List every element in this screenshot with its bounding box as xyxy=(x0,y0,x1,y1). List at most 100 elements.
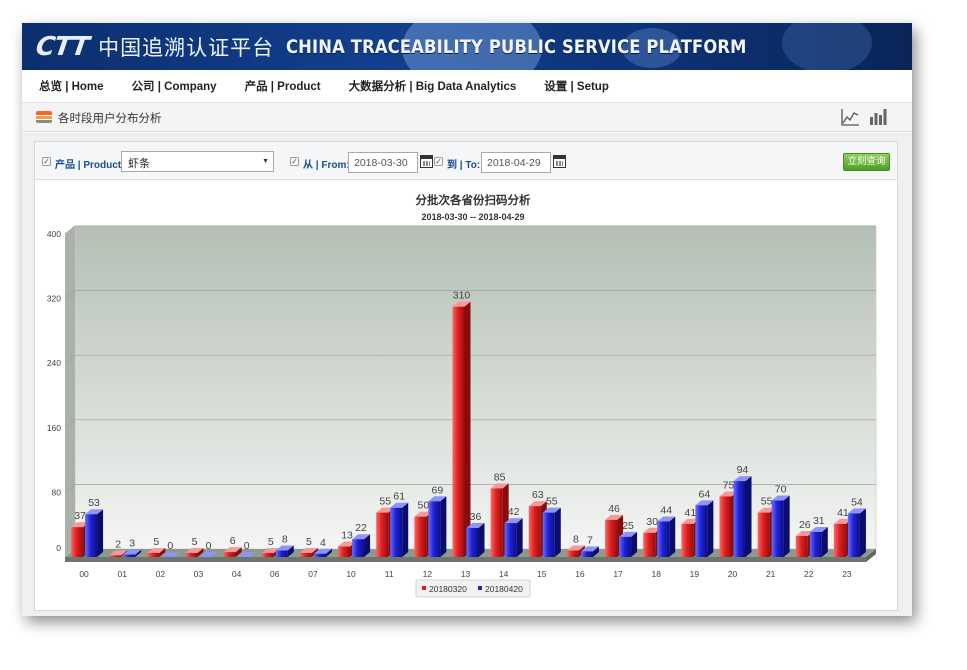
data-label: 50 xyxy=(418,500,430,512)
bar-chart-icon[interactable] xyxy=(868,107,888,127)
from-label: 从 | From: xyxy=(303,160,350,171)
scan-distribution-chart: 分批次各省份扫码分析 2018-03-30 -- 2018-04-29 0801… xyxy=(47,193,877,598)
data-label: 25 xyxy=(622,520,634,532)
x-tick-label: 22 xyxy=(804,569,814,579)
data-label: 8 xyxy=(282,534,288,546)
y-tick-label: 160 xyxy=(47,423,61,433)
grid-line xyxy=(64,225,876,235)
bar-top-20180420 xyxy=(85,509,104,515)
bar-20180420 xyxy=(275,550,288,557)
chevron-down-icon: ▼ xyxy=(262,158,269,165)
header-banner: CTT 中国追溯认证平台 CHINA TRACEABILITY PUBLIC S… xyxy=(22,23,912,70)
bar-side-20180420 xyxy=(859,508,866,557)
data-label: 26 xyxy=(799,519,811,531)
y-tick-label: 240 xyxy=(47,358,61,368)
bar-20180320 xyxy=(528,506,541,557)
x-tick-label: 14 xyxy=(499,569,509,579)
data-label: 64 xyxy=(699,488,711,500)
legend-label: 20180320 xyxy=(429,584,467,594)
line-chart-icon[interactable] xyxy=(840,107,860,127)
from-date-input[interactable]: 2018-03-30 xyxy=(348,152,418,173)
from-checkbox[interactable]: ✓ xyxy=(290,157,299,166)
x-tick-label: 04 xyxy=(232,569,242,579)
bar-side-20180420 xyxy=(821,526,828,557)
bar-top-20180420 xyxy=(619,531,638,537)
x-tick-label: 17 xyxy=(613,569,623,579)
bar-top-20180320 xyxy=(223,547,242,553)
bar-top-20180420 xyxy=(199,552,218,557)
bar-20180320 xyxy=(833,523,846,557)
page-header: 各时段用户分布分析 xyxy=(22,103,912,132)
bar-20180320 xyxy=(299,552,312,557)
to-label: 到 | To: xyxy=(447,160,481,171)
bar-top-20180420 xyxy=(313,548,332,554)
y-tick-label: 80 xyxy=(52,487,62,497)
data-label: 69 xyxy=(432,484,444,496)
x-tick-label: 12 xyxy=(423,569,433,579)
x-tick-label: 02 xyxy=(156,569,166,579)
bar-20180320 xyxy=(261,552,274,557)
bar-20180320 xyxy=(109,555,122,557)
bar-top-20180420 xyxy=(695,500,714,506)
product-checkbox[interactable]: ✓ xyxy=(42,157,51,166)
to-checkbox[interactable]: ✓ xyxy=(434,157,443,166)
bar-20180420 xyxy=(695,505,708,557)
bar-20180320 xyxy=(71,527,84,557)
bar-20180420 xyxy=(123,554,136,557)
y-tick-label: 0 xyxy=(56,543,61,553)
plot-floor-side xyxy=(866,549,876,562)
bar-top-20180420 xyxy=(390,502,409,508)
bar-20180320 xyxy=(223,552,236,557)
x-tick-label: 19 xyxy=(690,569,700,579)
bar-20180320 xyxy=(719,496,732,557)
data-label: 75 xyxy=(723,479,735,491)
bar-top-20180320 xyxy=(566,545,585,551)
bar-top-20180320 xyxy=(795,531,814,537)
x-tick-label: 01 xyxy=(117,569,127,579)
to-date-input[interactable]: 2018-04-29 xyxy=(481,152,551,173)
data-label: 44 xyxy=(660,504,672,516)
bar-top-20180420 xyxy=(237,552,256,557)
bar-20180420 xyxy=(542,512,555,557)
menu-item-product[interactable]: 产品 | Product xyxy=(244,81,321,93)
product-select[interactable]: 虾条 ▼ xyxy=(121,151,274,172)
menu-item-big-data-analytics[interactable]: 大数据分析 | Big Data Analytics xyxy=(348,81,517,93)
bar-side-20180420 xyxy=(440,496,447,557)
bar-side-20180320 xyxy=(311,547,318,557)
analysis-panel: ✓ 产品 | Product: 虾条 ▼ ✓ 从 | From: 2018-03… xyxy=(34,141,898,611)
bar-top-20180420 xyxy=(580,546,599,552)
bar-side-20180420 xyxy=(783,495,790,557)
bar-top-20180320 xyxy=(261,547,280,553)
bar-top-20180320 xyxy=(109,550,128,556)
data-label: 13 xyxy=(341,530,353,542)
from-calendar-icon[interactable] xyxy=(420,155,433,168)
bar-side-20180420 xyxy=(631,531,638,557)
bar-side-20180420 xyxy=(516,518,523,557)
bar-20180420 xyxy=(733,481,746,557)
plot-floor-edge xyxy=(65,557,866,562)
x-tick-label: 18 xyxy=(651,569,661,579)
bar-top-20180320 xyxy=(414,511,433,517)
x-tick-label: 13 xyxy=(461,569,471,579)
to-calendar-icon[interactable] xyxy=(553,155,566,168)
data-label: 61 xyxy=(393,491,405,503)
data-label: 5 xyxy=(306,536,312,548)
bar-top-20180420 xyxy=(847,508,866,514)
x-tick-label: 15 xyxy=(537,569,547,579)
menu-item-home[interactable]: 总览 | Home xyxy=(39,81,104,93)
data-label: 310 xyxy=(453,290,471,302)
app-window: CTT 中国追溯认证平台 CHINA TRACEABILITY PUBLIC S… xyxy=(22,23,912,616)
data-label: 46 xyxy=(608,503,620,515)
bar-20180320 xyxy=(795,536,808,557)
platform-logo[interactable]: CTT 中国追溯认证平台 CHINA TRACEABILITY PUBLIC S… xyxy=(34,32,822,62)
menu-item-setup[interactable]: 设置 | Setup xyxy=(544,81,609,93)
menu-item-company[interactable]: 公司 | Company xyxy=(131,81,217,93)
grid-line xyxy=(64,419,876,429)
bar-top-20180420 xyxy=(428,496,447,502)
bar-top-20180320 xyxy=(528,501,547,507)
data-label: 55 xyxy=(546,496,558,508)
x-tick-label: 07 xyxy=(308,569,318,579)
query-button[interactable]: 立刻查询 xyxy=(843,153,890,171)
bar-side-20180420 xyxy=(669,516,676,557)
bar-top-20180320 xyxy=(338,541,357,547)
